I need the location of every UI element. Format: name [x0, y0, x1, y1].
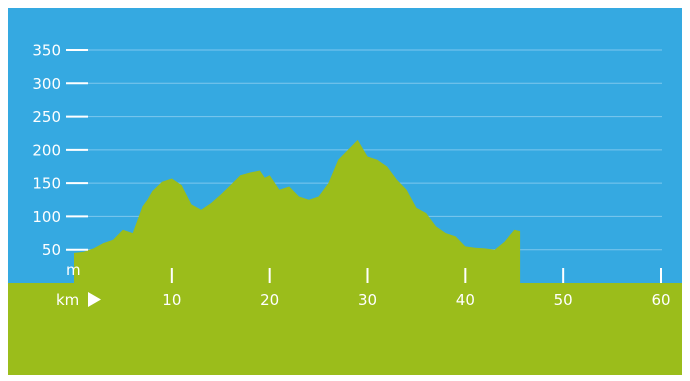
x-axis-arrow-icon: [88, 292, 101, 307]
y-axis: 50 100 150 200 250 300 350: [32, 42, 88, 259]
x-tick-label: 50: [554, 291, 573, 309]
y-tick-label: 300: [32, 75, 61, 93]
x-tick-label: 10: [162, 291, 181, 309]
x-tick-label: 60: [651, 291, 670, 309]
x-tick-label: 30: [358, 291, 377, 309]
x-tick-label: 20: [260, 291, 279, 309]
x-axis: 10 20 30 40 50 60: [162, 268, 671, 309]
y-tick-label: 150: [32, 175, 61, 193]
y-tick-label: 50: [42, 241, 61, 259]
y-unit-label: m: [66, 261, 81, 279]
elevation-profile-area: [74, 139, 521, 283]
y-tick-label: 350: [32, 42, 61, 60]
y-tick-label: 100: [32, 208, 61, 226]
x-tick-label: 40: [456, 291, 475, 309]
ground-band: [8, 283, 682, 375]
y-tick-label: 200: [32, 141, 61, 159]
y-tick-label: 250: [32, 108, 61, 126]
x-unit-label: km: [56, 291, 79, 309]
